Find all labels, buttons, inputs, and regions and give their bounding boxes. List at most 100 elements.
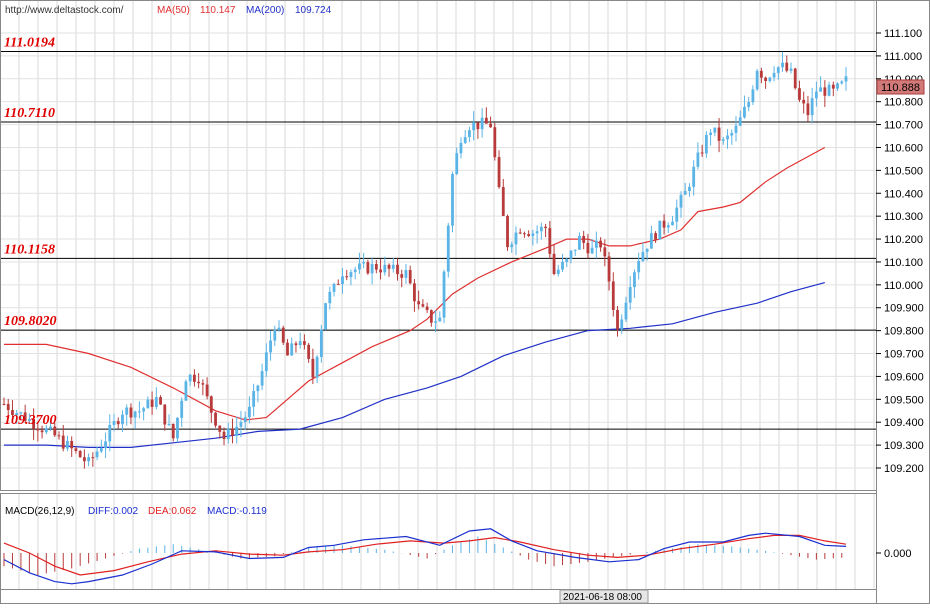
candle-body <box>489 123 492 128</box>
candle-body <box>209 396 213 413</box>
candle-body <box>70 440 74 449</box>
candle-body <box>91 457 95 459</box>
macd-dea-label: DEA:0.062 <box>148 506 197 517</box>
candle-body <box>15 413 19 416</box>
candle-body <box>535 231 539 234</box>
candle-body <box>421 304 425 307</box>
site-url: http://www.deltastock.com/ <box>5 5 124 16</box>
candle-body <box>142 408 146 412</box>
candle-body <box>235 426 239 436</box>
candle-body <box>654 233 657 240</box>
candle-body <box>353 269 357 273</box>
candle-body <box>32 419 36 429</box>
candle-body <box>290 343 294 356</box>
macd-lines <box>3 528 847 585</box>
candle-body <box>66 440 69 449</box>
candle-body <box>188 374 192 382</box>
candle-body <box>527 234 531 236</box>
candle-body <box>61 435 65 449</box>
candle-body <box>108 424 112 442</box>
price-tick-label: 110.200 <box>884 234 923 246</box>
candle-body <box>176 417 179 439</box>
candle-body <box>713 127 717 133</box>
candle-body <box>726 135 729 140</box>
candle-body <box>573 249 577 251</box>
time-cursor-box <box>559 589 649 604</box>
candle-body <box>493 127 497 158</box>
candle-body <box>484 117 488 124</box>
macd-zero-label: 0.000 <box>884 548 912 560</box>
candle-body <box>463 137 467 143</box>
candle-body <box>798 88 801 100</box>
candle-body <box>476 122 480 130</box>
price-axis-ticks: 111.100111.000110.900110.800110.700110.6… <box>876 28 924 475</box>
price-tick-label: 110.300 <box>884 211 923 223</box>
candle-body <box>429 310 433 323</box>
candle-body <box>400 274 404 278</box>
candle-body <box>565 258 569 262</box>
candle-body <box>277 327 281 330</box>
price-tick-label: 110.000 <box>884 280 923 292</box>
candle-body <box>328 291 332 304</box>
candle-body <box>768 77 772 81</box>
candle-body <box>844 76 848 82</box>
candle-body <box>480 117 484 130</box>
candle-body <box>506 215 509 248</box>
price-tick-label: 109.800 <box>884 326 924 338</box>
candle-body <box>53 426 57 436</box>
candle-body <box>87 457 91 462</box>
candle-body <box>307 344 311 359</box>
candle-body <box>243 417 247 423</box>
candle-body <box>336 283 340 285</box>
candle-body <box>645 248 649 252</box>
candle-body <box>764 77 768 81</box>
candle-body <box>802 99 806 104</box>
candle-body <box>104 441 107 449</box>
macd-value-label: MACD:-0.119 <box>207 506 267 517</box>
vertical-grid <box>18 1 875 589</box>
candle-body <box>36 428 40 431</box>
candle-body <box>11 410 14 416</box>
ma50-line <box>4 146 826 421</box>
candle-body <box>163 404 167 425</box>
candle-body <box>806 103 810 116</box>
candle-body <box>709 132 713 135</box>
candle-body <box>781 62 784 68</box>
candle-body <box>49 426 52 429</box>
ma200-label: MA(200) <box>246 5 284 16</box>
candle-body <box>184 381 188 401</box>
candle-body <box>171 423 175 439</box>
candle-body <box>603 247 607 257</box>
candle-body <box>721 139 725 141</box>
candle-body <box>823 87 827 96</box>
candle-body <box>387 264 391 269</box>
candle-body <box>755 70 759 90</box>
candle-body <box>789 68 793 71</box>
price-tick-label: 109.400 <box>884 417 924 429</box>
candle-body <box>624 302 628 320</box>
ma50-series <box>4 146 826 421</box>
candle-body <box>417 301 421 305</box>
candle-body <box>404 270 408 278</box>
candle-body <box>303 341 306 345</box>
candle-body <box>366 262 370 274</box>
candle-body <box>497 157 501 188</box>
candle-body <box>523 233 526 235</box>
candle-body <box>150 399 154 407</box>
candle-body <box>23 412 27 421</box>
price-tick-label: 110.600 <box>884 142 923 154</box>
candle-body <box>438 317 442 322</box>
candle-body <box>370 264 374 274</box>
candle-body <box>214 412 217 426</box>
candle-body <box>298 341 302 346</box>
candle-body <box>95 451 99 458</box>
candle-body <box>637 260 641 273</box>
candle-body <box>578 235 581 250</box>
candle-body <box>776 67 780 73</box>
candle-body <box>425 306 429 311</box>
candle-body <box>129 407 133 418</box>
candle-body <box>539 226 543 232</box>
candle-body <box>819 87 823 92</box>
candle-body <box>345 276 349 278</box>
